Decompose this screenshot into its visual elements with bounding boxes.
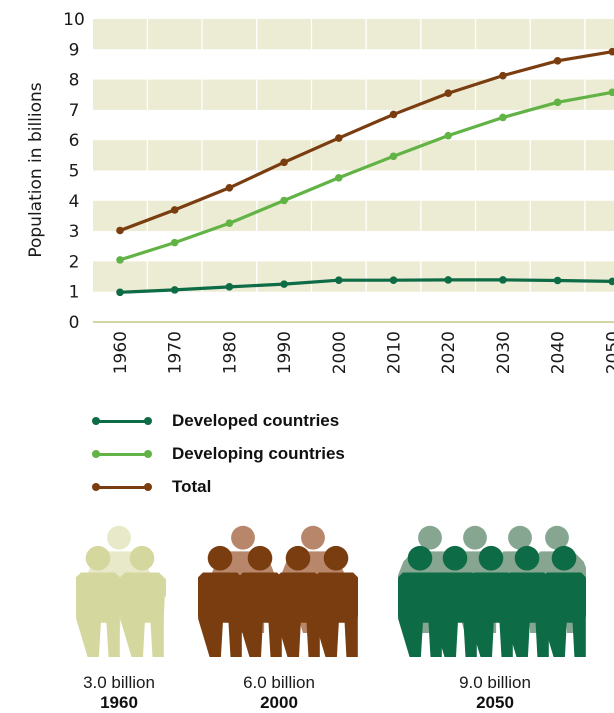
data-point bbox=[608, 277, 614, 286]
legend-label-developed: Developed countries bbox=[172, 410, 340, 430]
legend-swatch-developed bbox=[92, 412, 152, 430]
y-axis-title: Population in billions bbox=[26, 82, 46, 257]
data-point bbox=[553, 57, 562, 65]
summary-year-2050: 2050 bbox=[476, 693, 514, 712]
summary-value-2050: 9.0 billion bbox=[459, 673, 531, 692]
x-axis-ticks: 1960 1970 1980 1990 2000 2010 2020 2030 2040 2050 bbox=[111, 331, 614, 374]
series-line bbox=[119, 90, 613, 262]
summary-value-2000: 6.0 billion bbox=[243, 673, 315, 692]
grid-band bbox=[93, 79, 614, 110]
data-point bbox=[170, 206, 179, 214]
y-tick-label: 9 bbox=[69, 40, 80, 60]
grid-band bbox=[93, 19, 614, 50]
y-tick-label: 5 bbox=[69, 162, 80, 182]
series-line bbox=[119, 50, 613, 232]
summary-2000: 6.0 billion 2000 bbox=[214, 673, 344, 713]
data-point bbox=[499, 276, 507, 284]
legend-label-developing: Developing countries bbox=[172, 443, 345, 463]
x-tick-label: 2010 bbox=[385, 331, 405, 374]
people-group-1960-icon bbox=[76, 515, 166, 657]
data-point bbox=[170, 286, 179, 294]
summary-1960: 3.0 billion 1960 bbox=[54, 673, 184, 713]
y-axis-ticks: 0 1 2 3 4 5 6 7 8 9 10 bbox=[63, 10, 85, 333]
legend-item-developing: Developing countries bbox=[92, 437, 345, 470]
data-point bbox=[553, 276, 562, 285]
y-tick-label: 4 bbox=[69, 192, 80, 212]
legend-swatch-developing bbox=[92, 445, 152, 463]
y-tick-label: 0 bbox=[69, 313, 80, 333]
y-tick-label: 8 bbox=[69, 71, 80, 91]
legend-item-developed: Developed countries bbox=[92, 404, 345, 437]
data-point bbox=[335, 173, 343, 182]
population-chart: 0 1 2 3 4 5 6 7 8 9 10 1960 1970 1980 1990 2000 2010 202… bbox=[26, 10, 614, 374]
x-tick-label: 2030 bbox=[494, 331, 514, 374]
data-point bbox=[116, 288, 124, 297]
people-group-2000-icon bbox=[198, 515, 358, 657]
vertical-gridlines bbox=[146, 19, 586, 322]
data-point bbox=[608, 88, 614, 97]
data-point bbox=[444, 89, 453, 98]
series-line bbox=[119, 278, 613, 294]
y-tick-label: 10 bbox=[63, 10, 85, 30]
y-tick-label: 2 bbox=[69, 252, 80, 272]
y-tick-label: 7 bbox=[69, 101, 80, 121]
grid-band bbox=[93, 261, 614, 292]
data-point bbox=[499, 71, 507, 80]
x-tick-label: 1980 bbox=[220, 331, 240, 374]
x-tick-label: 1970 bbox=[166, 331, 186, 374]
series-points bbox=[116, 47, 614, 297]
data-point bbox=[444, 276, 453, 284]
data-point bbox=[335, 134, 343, 142]
data-point bbox=[553, 98, 562, 107]
legend-item-total: Total bbox=[92, 470, 345, 503]
data-point bbox=[608, 47, 614, 56]
x-tick-label: 1990 bbox=[275, 331, 295, 374]
x-tick-label: 2040 bbox=[549, 331, 569, 374]
data-point bbox=[225, 183, 234, 192]
data-point bbox=[389, 152, 398, 161]
data-point bbox=[335, 276, 343, 284]
y-tick-label: 6 bbox=[69, 131, 80, 151]
data-point bbox=[170, 238, 179, 247]
series-lines bbox=[119, 50, 613, 294]
data-point bbox=[444, 131, 453, 140]
data-point bbox=[116, 256, 124, 264]
data-point bbox=[280, 158, 288, 167]
legend: Developed countries Developing countries… bbox=[92, 404, 345, 503]
legend-swatch-total bbox=[92, 478, 152, 496]
data-point bbox=[389, 276, 398, 284]
x-tick-label: 2020 bbox=[439, 331, 459, 374]
y-tick-label: 3 bbox=[69, 222, 80, 242]
summary-value-1960: 3.0 billion bbox=[83, 673, 155, 692]
data-point bbox=[280, 196, 288, 205]
people-group-2050-icon bbox=[398, 515, 586, 657]
grid-bands bbox=[93, 19, 614, 292]
data-point bbox=[225, 283, 234, 291]
data-point bbox=[280, 280, 288, 288]
grid-band bbox=[93, 200, 614, 232]
legend-label-total: Total bbox=[172, 476, 212, 496]
x-tick-label: 2000 bbox=[330, 331, 350, 374]
y-tick-label: 1 bbox=[69, 283, 80, 303]
data-point bbox=[389, 110, 398, 119]
data-point bbox=[225, 219, 234, 228]
summary-year-2000: 2000 bbox=[260, 693, 298, 712]
x-tick-label: 1960 bbox=[111, 331, 131, 374]
grid-band bbox=[93, 140, 614, 171]
data-point bbox=[499, 113, 507, 122]
summary-year-1960: 1960 bbox=[100, 693, 138, 712]
summary-2050: 9.0 billion 2050 bbox=[430, 673, 560, 713]
x-tick-label: 2050 bbox=[603, 331, 614, 374]
data-point bbox=[116, 226, 124, 235]
